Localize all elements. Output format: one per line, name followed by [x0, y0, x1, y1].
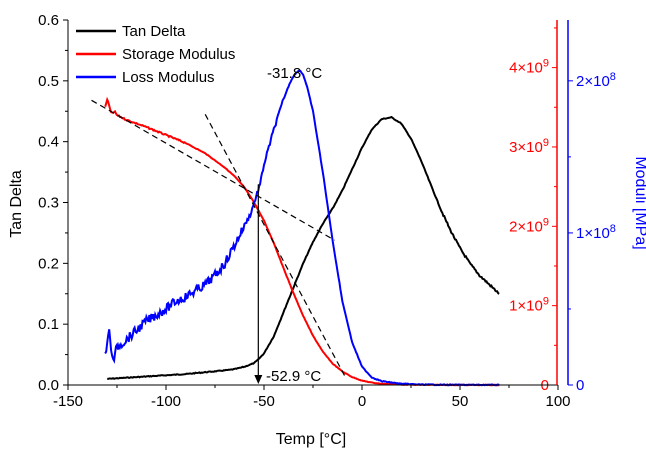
y-tick-label: 0.6	[38, 12, 59, 29]
tan-delta-line	[107, 115, 500, 380]
blue-y-tick-label: 0	[576, 377, 584, 394]
x-tick-label: -100	[151, 393, 181, 410]
x-tick-label: 50	[452, 393, 469, 410]
blue-y-tick-label: 1×108	[576, 223, 616, 242]
x-tick-label: -50	[253, 393, 275, 410]
legend-label-tan-delta: Tan Delta	[122, 23, 186, 40]
blue-y-tick-label: 2×108	[576, 71, 616, 90]
loss-modulus-line	[104, 69, 500, 387]
peak-annotation: -31.8 °C	[267, 65, 322, 82]
y2-axis-title: Moduli [MPa]	[632, 156, 646, 249]
y-tick-label: 0.4	[38, 134, 59, 151]
legend: Tan Delta Storage Modulus Loss Modulus	[76, 23, 235, 86]
y-tick-label: 0.3	[38, 195, 59, 212]
series-layer	[104, 69, 500, 387]
legend-label-storage-modulus: Storage Modulus	[122, 46, 235, 63]
y-tick-label: 0.1	[38, 316, 59, 333]
onset-annotation: -52.9 °C	[266, 368, 321, 385]
y-tick-label: 0.2	[38, 255, 59, 272]
onset-arrow-head	[254, 375, 263, 384]
legend-label-loss-modulus: Loss Modulus	[122, 69, 215, 86]
red-y-tick-label: 3×109	[509, 137, 549, 156]
plot-frame	[67, 20, 569, 386]
y-axis-title: Tan Delta	[8, 170, 25, 238]
x-tick-label: -150	[53, 393, 83, 410]
red-y-tick-label: 2×109	[509, 216, 549, 235]
y-tick-label: 0.5	[38, 73, 59, 90]
red-y-tick-label: 4×109	[509, 58, 549, 77]
x-tick-label: 100	[545, 393, 570, 410]
x-tick-label: 0	[358, 393, 366, 410]
red-y-tick-label: 1×109	[509, 296, 549, 315]
y-tick-label: 0.0	[38, 377, 59, 394]
glassy-tangent-line	[91, 99, 335, 241]
x-axis-title: Temp [°C]	[276, 431, 346, 448]
ticks-layer: -150 -100 -50 0 50 100 0.0 0.1 0.2 0.3 0.4 0.5 0.6 0 1…	[38, 12, 616, 410]
tangent-lines	[91, 99, 347, 384]
